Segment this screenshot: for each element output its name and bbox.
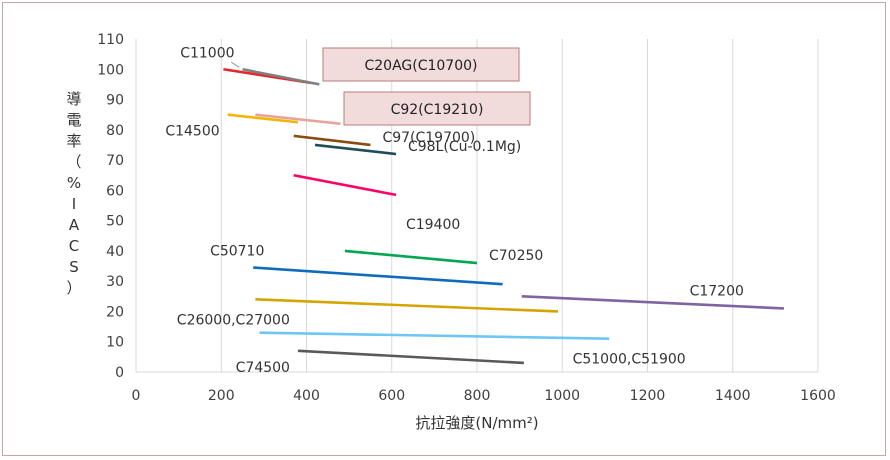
y-axis-title-char: A xyxy=(69,216,80,234)
y-tick-label: 100 xyxy=(97,62,124,78)
leader-line xyxy=(231,61,240,68)
y-tick-label: 110 xyxy=(97,32,124,48)
y-tick-label: 30 xyxy=(106,274,124,290)
y-tick-label: 20 xyxy=(106,304,124,320)
y-axis-title-char: （ xyxy=(66,153,81,171)
series-label-c26000-c27000: C26000,C27000 xyxy=(177,312,290,328)
series-line-c26000-c27000 xyxy=(255,298,559,313)
y-tick-label: 80 xyxy=(106,123,124,139)
x-tick-label: 800 xyxy=(464,388,491,404)
y-axis-title-char: ） xyxy=(66,279,81,297)
y-tick-label: 0 xyxy=(115,365,124,381)
x-tick-label: 200 xyxy=(208,388,235,404)
series-line-c92-c19210- xyxy=(255,113,341,126)
x-tick-label: 1600 xyxy=(800,388,836,404)
series-line-c98l-cu-0-1mg- xyxy=(314,143,397,156)
y-axis-title-char: C xyxy=(69,237,79,255)
series-line-c19400 xyxy=(293,173,397,197)
y-axis-ticks: 0 10 20 30 40 50 60 70 80 90 100 110 xyxy=(97,32,124,381)
series-label-c19400: C19400 xyxy=(406,217,460,233)
y-tick-label: 70 xyxy=(106,153,124,169)
chart-grid xyxy=(135,39,819,373)
y-tick-label: 10 xyxy=(106,335,124,351)
series-line-c51000-c51900 xyxy=(259,331,610,340)
y-tick-label: 50 xyxy=(106,214,124,230)
y-tick-label: 40 xyxy=(106,244,124,260)
series-label-c74500: C74500 xyxy=(236,360,290,376)
series-line-c70250 xyxy=(344,249,478,265)
y-axis-title-char: % xyxy=(67,174,81,192)
x-tick-label: 1000 xyxy=(544,388,580,404)
series-label-c51000-c51900: C51000,C51900 xyxy=(573,352,686,368)
x-tick-label: 0 xyxy=(132,388,141,404)
y-tick-label: 90 xyxy=(106,93,124,109)
series-label-c11000: C11000 xyxy=(180,45,234,61)
x-tick-label: 600 xyxy=(378,388,405,404)
series-label-c14500: C14500 xyxy=(165,124,219,140)
series-line-c50710 xyxy=(253,266,503,286)
y-tick-label: 60 xyxy=(106,183,124,199)
x-axis-ticks: 0 200 400 600 800 1000 1200 1400 1600 xyxy=(132,388,836,404)
y-axis-title-char: S xyxy=(69,258,79,276)
series-label-c92-c19210-: C92(C19210) xyxy=(391,102,484,118)
series-line-c20ag-c10700- xyxy=(242,67,320,86)
highlight-box-c92-c19210- xyxy=(343,91,531,126)
y-axis-title-char: 率 xyxy=(66,132,81,150)
series-line-c97-c19700- xyxy=(293,134,371,147)
x-axis-title: 抗拉強度(N/mm²) xyxy=(415,414,538,432)
highlight-box-c20ag-c10700- xyxy=(322,47,520,82)
series-label-c70250: C70250 xyxy=(489,248,543,264)
chart-series xyxy=(223,67,784,365)
series-label-c97-c19700-: C97(C19700) xyxy=(382,130,475,146)
series-label-c50710: C50710 xyxy=(210,244,264,260)
x-tick-label: 1200 xyxy=(630,388,666,404)
y-axis-title-char: 電 xyxy=(66,111,81,129)
y-axis-title-char: 導 xyxy=(66,90,81,108)
series-label-c20ag-c10700-: C20AG(C10700) xyxy=(364,58,477,74)
x-tick-label: 400 xyxy=(293,388,320,404)
series-line-c14500 xyxy=(227,113,299,124)
series-label-c98l-cu-0-1mg-: C98L(Cu-0.1Mg) xyxy=(408,139,521,155)
series-label-c17200: C17200 xyxy=(690,283,744,299)
y-axis-title-char: I xyxy=(72,195,76,213)
series-line-c74500 xyxy=(297,349,524,365)
series-labels: C11000 C20AG(C10700) C92(C19210) C14500 C97(… xyxy=(165,45,744,376)
x-tick-label: 1400 xyxy=(715,388,751,404)
series-line-c17200 xyxy=(521,295,784,310)
